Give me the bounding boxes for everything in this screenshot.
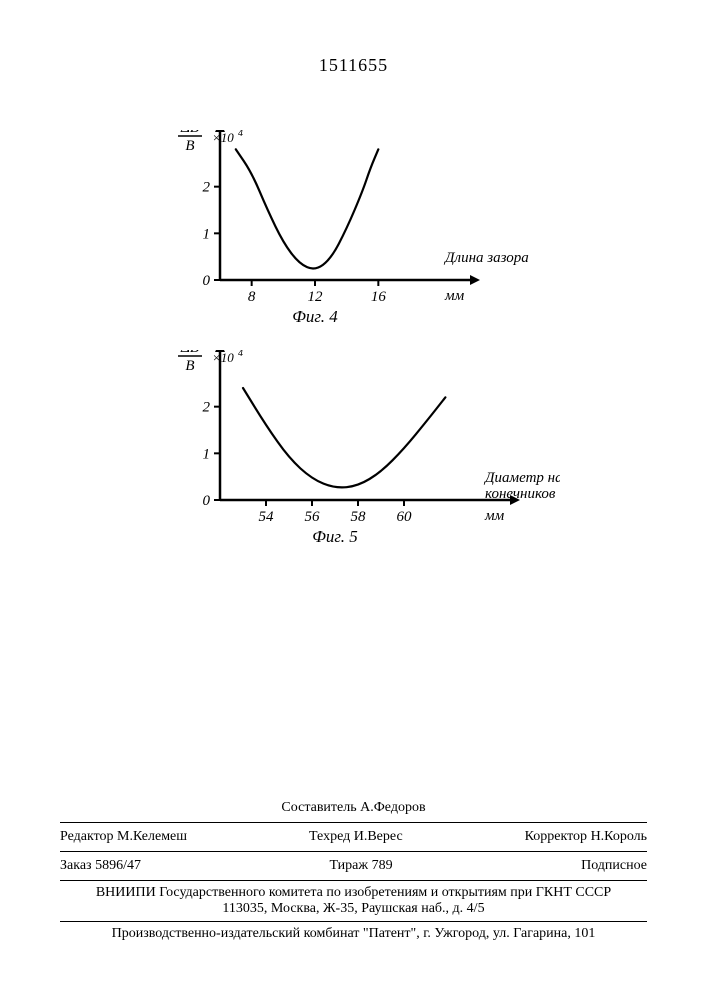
divider <box>60 921 647 922</box>
svg-text:ΔB: ΔB <box>180 350 199 356</box>
svg-text:2: 2 <box>203 400 211 416</box>
pub-line: Производственно-издательский комбинат "П… <box>60 926 647 942</box>
svg-text:Фиг. 4: Фиг. 4 <box>292 307 338 326</box>
editor-name: М.Келемеш <box>117 829 187 844</box>
editor-label: Редактор <box>60 829 114 844</box>
svg-text:2: 2 <box>203 180 211 196</box>
svg-text:0: 0 <box>203 273 211 289</box>
svg-text:12: 12 <box>308 289 324 305</box>
techred-name: И.Верес <box>354 829 403 844</box>
svg-text:8: 8 <box>248 289 256 305</box>
svg-text:мм: мм <box>484 508 505 524</box>
corrector-label: Корректор <box>525 829 587 844</box>
compiler-label: Составитель <box>281 800 356 815</box>
compiler-name: А.Федоров <box>360 800 425 815</box>
divider <box>60 822 647 823</box>
order-label: Заказ <box>60 858 92 873</box>
chart-fig5: 0 1 2 54 56 58 60 ΔB B ×10 4 Диаметр на-конечников м… <box>160 350 560 550</box>
svg-text:4: 4 <box>238 130 243 139</box>
page-number: 1511655 <box>0 55 707 76</box>
svg-text:Длина зазора: Длина зазора <box>443 250 529 266</box>
svg-text:×10: ×10 <box>212 130 234 145</box>
svg-text:×10: ×10 <box>212 350 234 365</box>
tirazh-label: Тираж <box>329 858 368 873</box>
corrector-name: Н.Король <box>591 829 647 844</box>
svg-text:B: B <box>185 138 194 154</box>
divider <box>60 851 647 852</box>
techred-label: Техред <box>309 829 350 844</box>
svg-text:58: 58 <box>351 509 367 525</box>
svg-text:конечников: конечников <box>485 486 556 502</box>
chart-svg: 01281216ΔBB×104Длина зазораммФиг. 4 <box>160 130 560 330</box>
svg-text:4: 4 <box>238 350 243 359</box>
svg-text:0: 0 <box>203 493 211 509</box>
svg-text:Фиг. 5: Фиг. 5 <box>312 527 358 546</box>
svg-text:ΔB: ΔB <box>180 130 199 136</box>
chart-fig4: 01281216ΔBB×104Длина зазораммФиг. 4 <box>160 130 560 330</box>
svg-text:1: 1 <box>203 446 211 462</box>
svg-text:54: 54 <box>259 509 275 525</box>
order-value: 5896/47 <box>95 858 141 873</box>
svg-text:56: 56 <box>305 509 321 525</box>
addr-line: 113035, Москва, Ж-35, Раушская наб., д. … <box>60 901 647 917</box>
svg-text:1: 1 <box>203 226 211 242</box>
svg-text:60: 60 <box>397 509 413 525</box>
divider <box>60 880 647 881</box>
chart-svg: 0 1 2 54 56 58 60 ΔB B ×10 4 Диаметр на-конечников м… <box>160 350 560 550</box>
tirazh-value: 789 <box>372 858 393 873</box>
credits-block: Составитель А.Федоров Редактор М.Келемеш… <box>60 800 647 942</box>
subscription-label: Подписное <box>581 858 647 874</box>
svg-text:Диаметр на-: Диаметр на- <box>483 470 560 486</box>
svg-text:16: 16 <box>371 289 387 305</box>
org-line: ВНИИПИ Государственного комитета по изоб… <box>60 885 647 901</box>
svg-text:мм: мм <box>444 288 465 304</box>
svg-text:B: B <box>185 358 194 374</box>
